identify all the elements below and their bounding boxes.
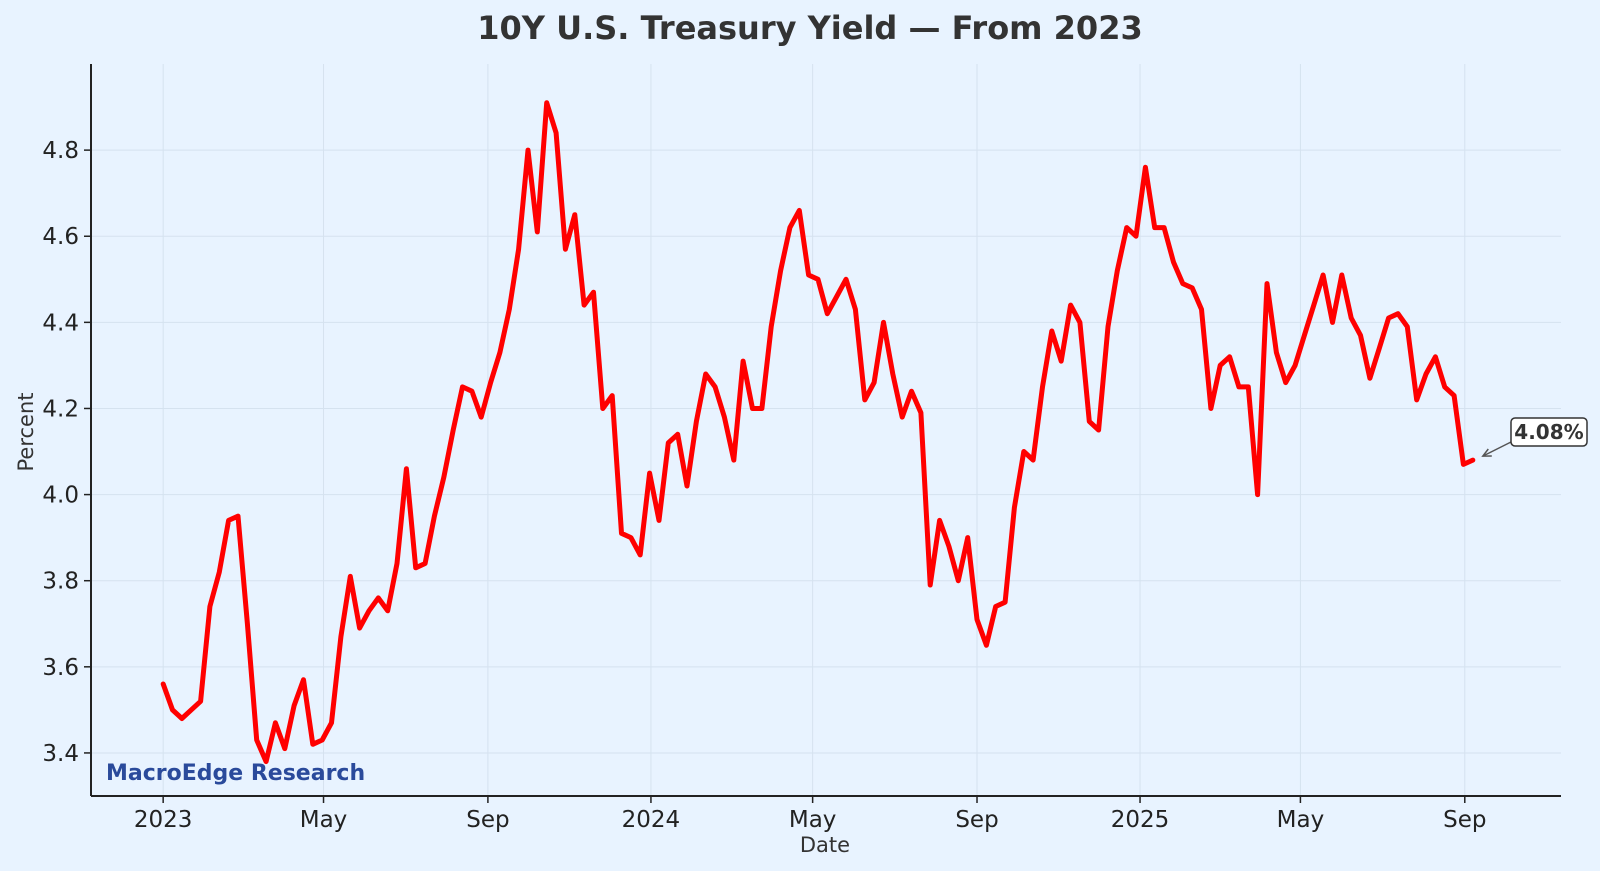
y-ticks: 3.4 3.6 3.8 4.0 4.2 4.4 4.6 4.8	[42, 138, 91, 767]
y-tick-label: 4.8	[42, 138, 79, 164]
callout-box	[1510, 417, 1588, 447]
chart-title: 10Y U.S. Treasury Yield — From 2023	[477, 9, 1142, 47]
x-tick-label: Sep	[1443, 807, 1486, 833]
axes	[90, 64, 1561, 797]
y-tick-label: 3.4	[42, 741, 79, 767]
x-tick-label: May	[1277, 807, 1325, 833]
callout-arrow	[1482, 441, 1512, 457]
x-ticks: 2023 May Sep 2024 May Sep 2025 May Sep	[134, 796, 1486, 833]
x-tick-label: 2023	[134, 807, 193, 833]
y-tick-label: 4.2	[42, 396, 79, 422]
y-tick-label: 4.6	[42, 224, 79, 250]
watermark-text: MacroEdge Research	[106, 761, 365, 786]
x-tick-label: 2025	[1111, 807, 1170, 833]
x-tick-label: Sep	[955, 807, 998, 833]
x-tick-label: Sep	[466, 807, 509, 833]
last-value-callout: 4.08%	[1481, 417, 1588, 457]
y-tick-label: 3.8	[42, 569, 79, 595]
y-tick-label: 3.6	[42, 655, 79, 681]
y-tick-label: 4.0	[42, 483, 79, 509]
x-tick-label: 2024	[622, 807, 681, 833]
callout-arrowhead	[1481, 448, 1492, 457]
x-tick-label: May	[789, 807, 837, 833]
x-tick-label: May	[300, 807, 348, 833]
grid	[91, 64, 1561, 796]
y-axis-label: Percent	[14, 392, 38, 471]
x-axis-label: Date	[800, 833, 850, 857]
y-tick-label: 4.4	[42, 310, 79, 336]
series-layer	[160, 100, 1476, 765]
callout-label: 4.08%	[1514, 420, 1583, 444]
series-line-10y-yield	[160, 100, 1476, 765]
